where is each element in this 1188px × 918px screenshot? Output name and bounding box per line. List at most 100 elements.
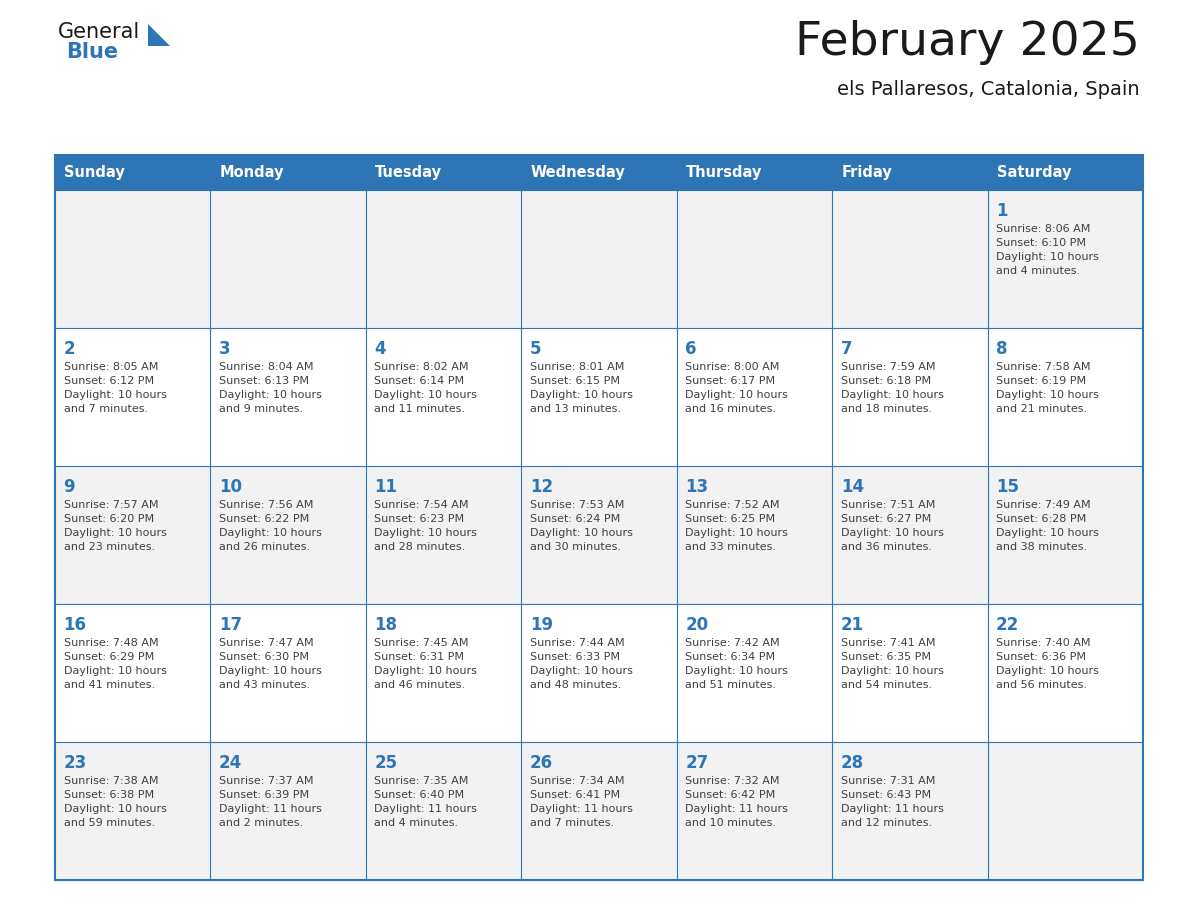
Text: Sunrise: 8:01 AM
Sunset: 6:15 PM
Daylight: 10 hours
and 13 minutes.: Sunrise: 8:01 AM Sunset: 6:15 PM Dayligh… (530, 362, 633, 414)
Text: Sunrise: 7:45 AM
Sunset: 6:31 PM
Daylight: 10 hours
and 46 minutes.: Sunrise: 7:45 AM Sunset: 6:31 PM Dayligh… (374, 638, 478, 690)
Text: 13: 13 (685, 478, 708, 496)
Bar (987, 466, 1143, 604)
Bar (832, 466, 987, 604)
Text: 17: 17 (219, 616, 242, 634)
Text: 1: 1 (996, 202, 1007, 220)
Text: Blue: Blue (67, 42, 118, 62)
Bar (677, 190, 832, 328)
Text: Sunrise: 7:56 AM
Sunset: 6:22 PM
Daylight: 10 hours
and 26 minutes.: Sunrise: 7:56 AM Sunset: 6:22 PM Dayligh… (219, 500, 322, 552)
Bar (366, 604, 522, 742)
Text: Sunrise: 7:58 AM
Sunset: 6:19 PM
Daylight: 10 hours
and 21 minutes.: Sunrise: 7:58 AM Sunset: 6:19 PM Dayligh… (996, 362, 1099, 414)
Bar (366, 155, 522, 190)
Bar (832, 328, 987, 466)
Text: els Pallaresos, Catalonia, Spain: els Pallaresos, Catalonia, Spain (838, 80, 1140, 99)
Text: Sunrise: 7:34 AM
Sunset: 6:41 PM
Daylight: 11 hours
and 7 minutes.: Sunrise: 7:34 AM Sunset: 6:41 PM Dayligh… (530, 776, 633, 828)
Bar (677, 742, 832, 880)
Bar (677, 155, 832, 190)
Text: 3: 3 (219, 340, 230, 358)
Text: General: General (58, 22, 140, 42)
Bar (987, 155, 1143, 190)
Bar (55, 466, 210, 604)
Text: Sunrise: 7:32 AM
Sunset: 6:42 PM
Daylight: 11 hours
and 10 minutes.: Sunrise: 7:32 AM Sunset: 6:42 PM Dayligh… (685, 776, 788, 828)
Bar (366, 742, 522, 880)
Text: Sunrise: 7:57 AM
Sunset: 6:20 PM
Daylight: 10 hours
and 23 minutes.: Sunrise: 7:57 AM Sunset: 6:20 PM Dayligh… (63, 500, 166, 552)
Text: Sunrise: 7:40 AM
Sunset: 6:36 PM
Daylight: 10 hours
and 56 minutes.: Sunrise: 7:40 AM Sunset: 6:36 PM Dayligh… (996, 638, 1099, 690)
Bar (210, 190, 366, 328)
Bar (987, 190, 1143, 328)
Text: 11: 11 (374, 478, 398, 496)
Text: Sunrise: 7:47 AM
Sunset: 6:30 PM
Daylight: 10 hours
and 43 minutes.: Sunrise: 7:47 AM Sunset: 6:30 PM Dayligh… (219, 638, 322, 690)
Text: 22: 22 (996, 616, 1019, 634)
Text: Sunrise: 7:37 AM
Sunset: 6:39 PM
Daylight: 11 hours
and 2 minutes.: Sunrise: 7:37 AM Sunset: 6:39 PM Dayligh… (219, 776, 322, 828)
Text: Sunrise: 7:35 AM
Sunset: 6:40 PM
Daylight: 11 hours
and 4 minutes.: Sunrise: 7:35 AM Sunset: 6:40 PM Dayligh… (374, 776, 478, 828)
Text: 26: 26 (530, 754, 552, 772)
Text: Sunrise: 8:04 AM
Sunset: 6:13 PM
Daylight: 10 hours
and 9 minutes.: Sunrise: 8:04 AM Sunset: 6:13 PM Dayligh… (219, 362, 322, 414)
Text: 14: 14 (841, 478, 864, 496)
Text: 18: 18 (374, 616, 398, 634)
Text: Tuesday: Tuesday (375, 165, 442, 180)
Text: 10: 10 (219, 478, 242, 496)
Text: Sunrise: 8:05 AM
Sunset: 6:12 PM
Daylight: 10 hours
and 7 minutes.: Sunrise: 8:05 AM Sunset: 6:12 PM Dayligh… (63, 362, 166, 414)
Bar (55, 742, 210, 880)
Text: Sunrise: 7:49 AM
Sunset: 6:28 PM
Daylight: 10 hours
and 38 minutes.: Sunrise: 7:49 AM Sunset: 6:28 PM Dayligh… (996, 500, 1099, 552)
Text: Sunrise: 7:51 AM
Sunset: 6:27 PM
Daylight: 10 hours
and 36 minutes.: Sunrise: 7:51 AM Sunset: 6:27 PM Dayligh… (841, 500, 943, 552)
Text: Sunrise: 7:31 AM
Sunset: 6:43 PM
Daylight: 11 hours
and 12 minutes.: Sunrise: 7:31 AM Sunset: 6:43 PM Dayligh… (841, 776, 943, 828)
Bar (366, 190, 522, 328)
Text: Sunrise: 7:44 AM
Sunset: 6:33 PM
Daylight: 10 hours
and 48 minutes.: Sunrise: 7:44 AM Sunset: 6:33 PM Dayligh… (530, 638, 633, 690)
Text: Sunrise: 8:06 AM
Sunset: 6:10 PM
Daylight: 10 hours
and 4 minutes.: Sunrise: 8:06 AM Sunset: 6:10 PM Dayligh… (996, 224, 1099, 276)
Text: 16: 16 (63, 616, 87, 634)
Text: Monday: Monday (220, 165, 284, 180)
Text: Sunrise: 8:02 AM
Sunset: 6:14 PM
Daylight: 10 hours
and 11 minutes.: Sunrise: 8:02 AM Sunset: 6:14 PM Dayligh… (374, 362, 478, 414)
Text: 28: 28 (841, 754, 864, 772)
Text: 15: 15 (996, 478, 1019, 496)
Text: 7: 7 (841, 340, 852, 358)
Text: Wednesday: Wednesday (531, 165, 625, 180)
Text: 2: 2 (63, 340, 75, 358)
Bar (522, 604, 677, 742)
Bar (55, 328, 210, 466)
Text: 23: 23 (63, 754, 87, 772)
Bar (210, 604, 366, 742)
Text: Sunrise: 7:42 AM
Sunset: 6:34 PM
Daylight: 10 hours
and 51 minutes.: Sunrise: 7:42 AM Sunset: 6:34 PM Dayligh… (685, 638, 788, 690)
Bar (832, 604, 987, 742)
Bar (55, 155, 1143, 880)
Text: Friday: Friday (841, 165, 892, 180)
Bar (522, 328, 677, 466)
Text: Sunrise: 7:52 AM
Sunset: 6:25 PM
Daylight: 10 hours
and 33 minutes.: Sunrise: 7:52 AM Sunset: 6:25 PM Dayligh… (685, 500, 788, 552)
Bar (832, 190, 987, 328)
Text: Sunrise: 7:53 AM
Sunset: 6:24 PM
Daylight: 10 hours
and 30 minutes.: Sunrise: 7:53 AM Sunset: 6:24 PM Dayligh… (530, 500, 633, 552)
Bar (677, 328, 832, 466)
Text: Sunrise: 7:41 AM
Sunset: 6:35 PM
Daylight: 10 hours
and 54 minutes.: Sunrise: 7:41 AM Sunset: 6:35 PM Dayligh… (841, 638, 943, 690)
Text: 6: 6 (685, 340, 697, 358)
Text: Saturday: Saturday (997, 165, 1072, 180)
Bar (522, 742, 677, 880)
Polygon shape (148, 24, 170, 46)
Bar (366, 328, 522, 466)
Bar (832, 742, 987, 880)
Text: 19: 19 (530, 616, 552, 634)
Text: 24: 24 (219, 754, 242, 772)
Bar (987, 742, 1143, 880)
Bar (832, 155, 987, 190)
Text: 20: 20 (685, 616, 708, 634)
Text: 8: 8 (996, 340, 1007, 358)
Text: Thursday: Thursday (685, 165, 763, 180)
Bar (522, 155, 677, 190)
Bar (55, 190, 210, 328)
Bar (677, 466, 832, 604)
Text: February 2025: February 2025 (795, 20, 1140, 65)
Bar (210, 155, 366, 190)
Bar (677, 604, 832, 742)
Text: 21: 21 (841, 616, 864, 634)
Text: Sunrise: 8:00 AM
Sunset: 6:17 PM
Daylight: 10 hours
and 16 minutes.: Sunrise: 8:00 AM Sunset: 6:17 PM Dayligh… (685, 362, 788, 414)
Bar (987, 604, 1143, 742)
Text: Sunday: Sunday (64, 165, 125, 180)
Text: 9: 9 (63, 478, 75, 496)
Bar (987, 328, 1143, 466)
Bar (210, 328, 366, 466)
Text: 4: 4 (374, 340, 386, 358)
Bar (210, 466, 366, 604)
Bar (210, 742, 366, 880)
Text: Sunrise: 7:54 AM
Sunset: 6:23 PM
Daylight: 10 hours
and 28 minutes.: Sunrise: 7:54 AM Sunset: 6:23 PM Dayligh… (374, 500, 478, 552)
Text: 27: 27 (685, 754, 708, 772)
